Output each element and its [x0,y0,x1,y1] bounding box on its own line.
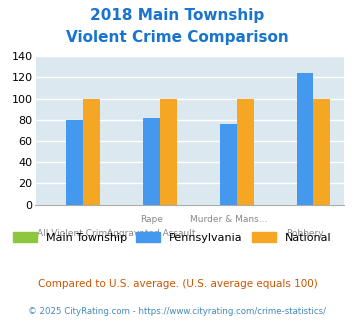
Bar [220,124,237,205]
Bar [66,120,83,205]
Bar [160,99,177,205]
Text: All Violent Crime: All Violent Crime [37,229,113,238]
Legend: Main Township, Pennsylvania, National: Main Township, Pennsylvania, National [13,232,332,243]
Text: Robbery: Robbery [286,229,324,238]
Bar [237,99,253,205]
Text: Violent Crime Comparison: Violent Crime Comparison [66,30,289,45]
Bar [313,99,330,205]
Text: Aggravated Assault: Aggravated Assault [107,229,196,238]
Text: Compared to U.S. average. (U.S. average equals 100): Compared to U.S. average. (U.S. average … [38,279,317,289]
Text: Rape: Rape [140,214,163,223]
Bar [296,73,313,205]
Text: Murder & Mans...: Murder & Mans... [190,214,267,223]
Text: 2018 Main Township: 2018 Main Township [91,8,264,23]
Text: © 2025 CityRating.com - https://www.cityrating.com/crime-statistics/: © 2025 CityRating.com - https://www.city… [28,307,327,316]
Bar [83,99,100,205]
Bar [143,117,160,205]
